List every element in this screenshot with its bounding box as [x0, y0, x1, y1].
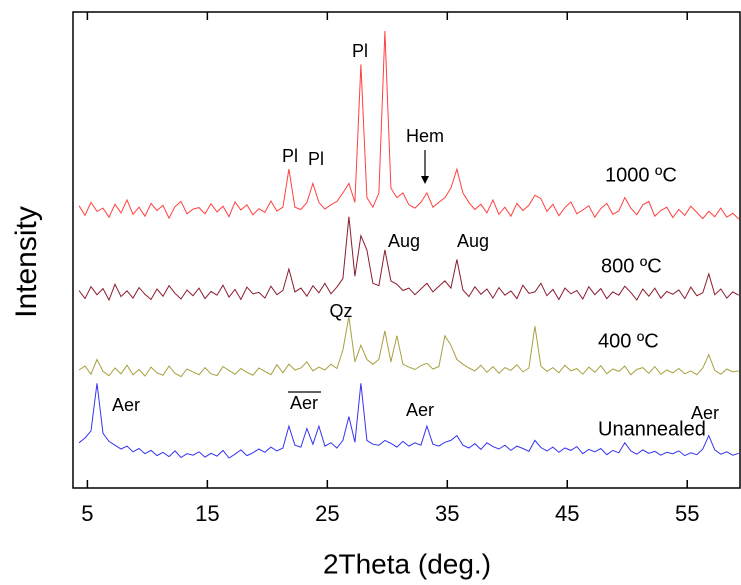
- series-line: [78, 216, 740, 302]
- peak-annotation: Hem: [406, 126, 444, 146]
- annotation-arrowhead: [421, 176, 429, 184]
- x-tick-label: 55: [675, 501, 699, 526]
- series-line: [78, 383, 739, 459]
- series-line: [78, 316, 739, 378]
- y-axis-label: Intensity: [10, 206, 43, 318]
- x-tick-label: 5: [81, 501, 93, 526]
- peak-annotation: Aug: [457, 231, 489, 251]
- peak-annotation: Aer: [691, 403, 719, 423]
- peak-annotation: Qz: [329, 301, 352, 321]
- series-line: [78, 30, 740, 220]
- x-tick-label: 25: [315, 501, 339, 526]
- peak-annotation: Aer: [406, 400, 434, 420]
- peak-annotation: Pl: [282, 146, 298, 166]
- peak-annotation: Aug: [388, 231, 420, 251]
- x-axis-label: 2Theta (deg.): [323, 548, 491, 579]
- series-label: Unannealed: [598, 418, 706, 440]
- series-label: 1000 ºC: [605, 164, 677, 186]
- x-tick-label: 15: [195, 501, 219, 526]
- peak-annotation: Pl: [352, 41, 368, 61]
- peak-annotation: Aer: [290, 393, 318, 413]
- x-tick-label: 45: [555, 501, 579, 526]
- peak-annotation: Pl: [308, 149, 324, 169]
- plot-frame: [72, 11, 741, 489]
- series-label: 800 ºC: [601, 255, 662, 277]
- series-label: 400 ºC: [598, 330, 659, 352]
- x-tick-label: 35: [435, 501, 459, 526]
- peak-annotation: Aer: [112, 395, 140, 415]
